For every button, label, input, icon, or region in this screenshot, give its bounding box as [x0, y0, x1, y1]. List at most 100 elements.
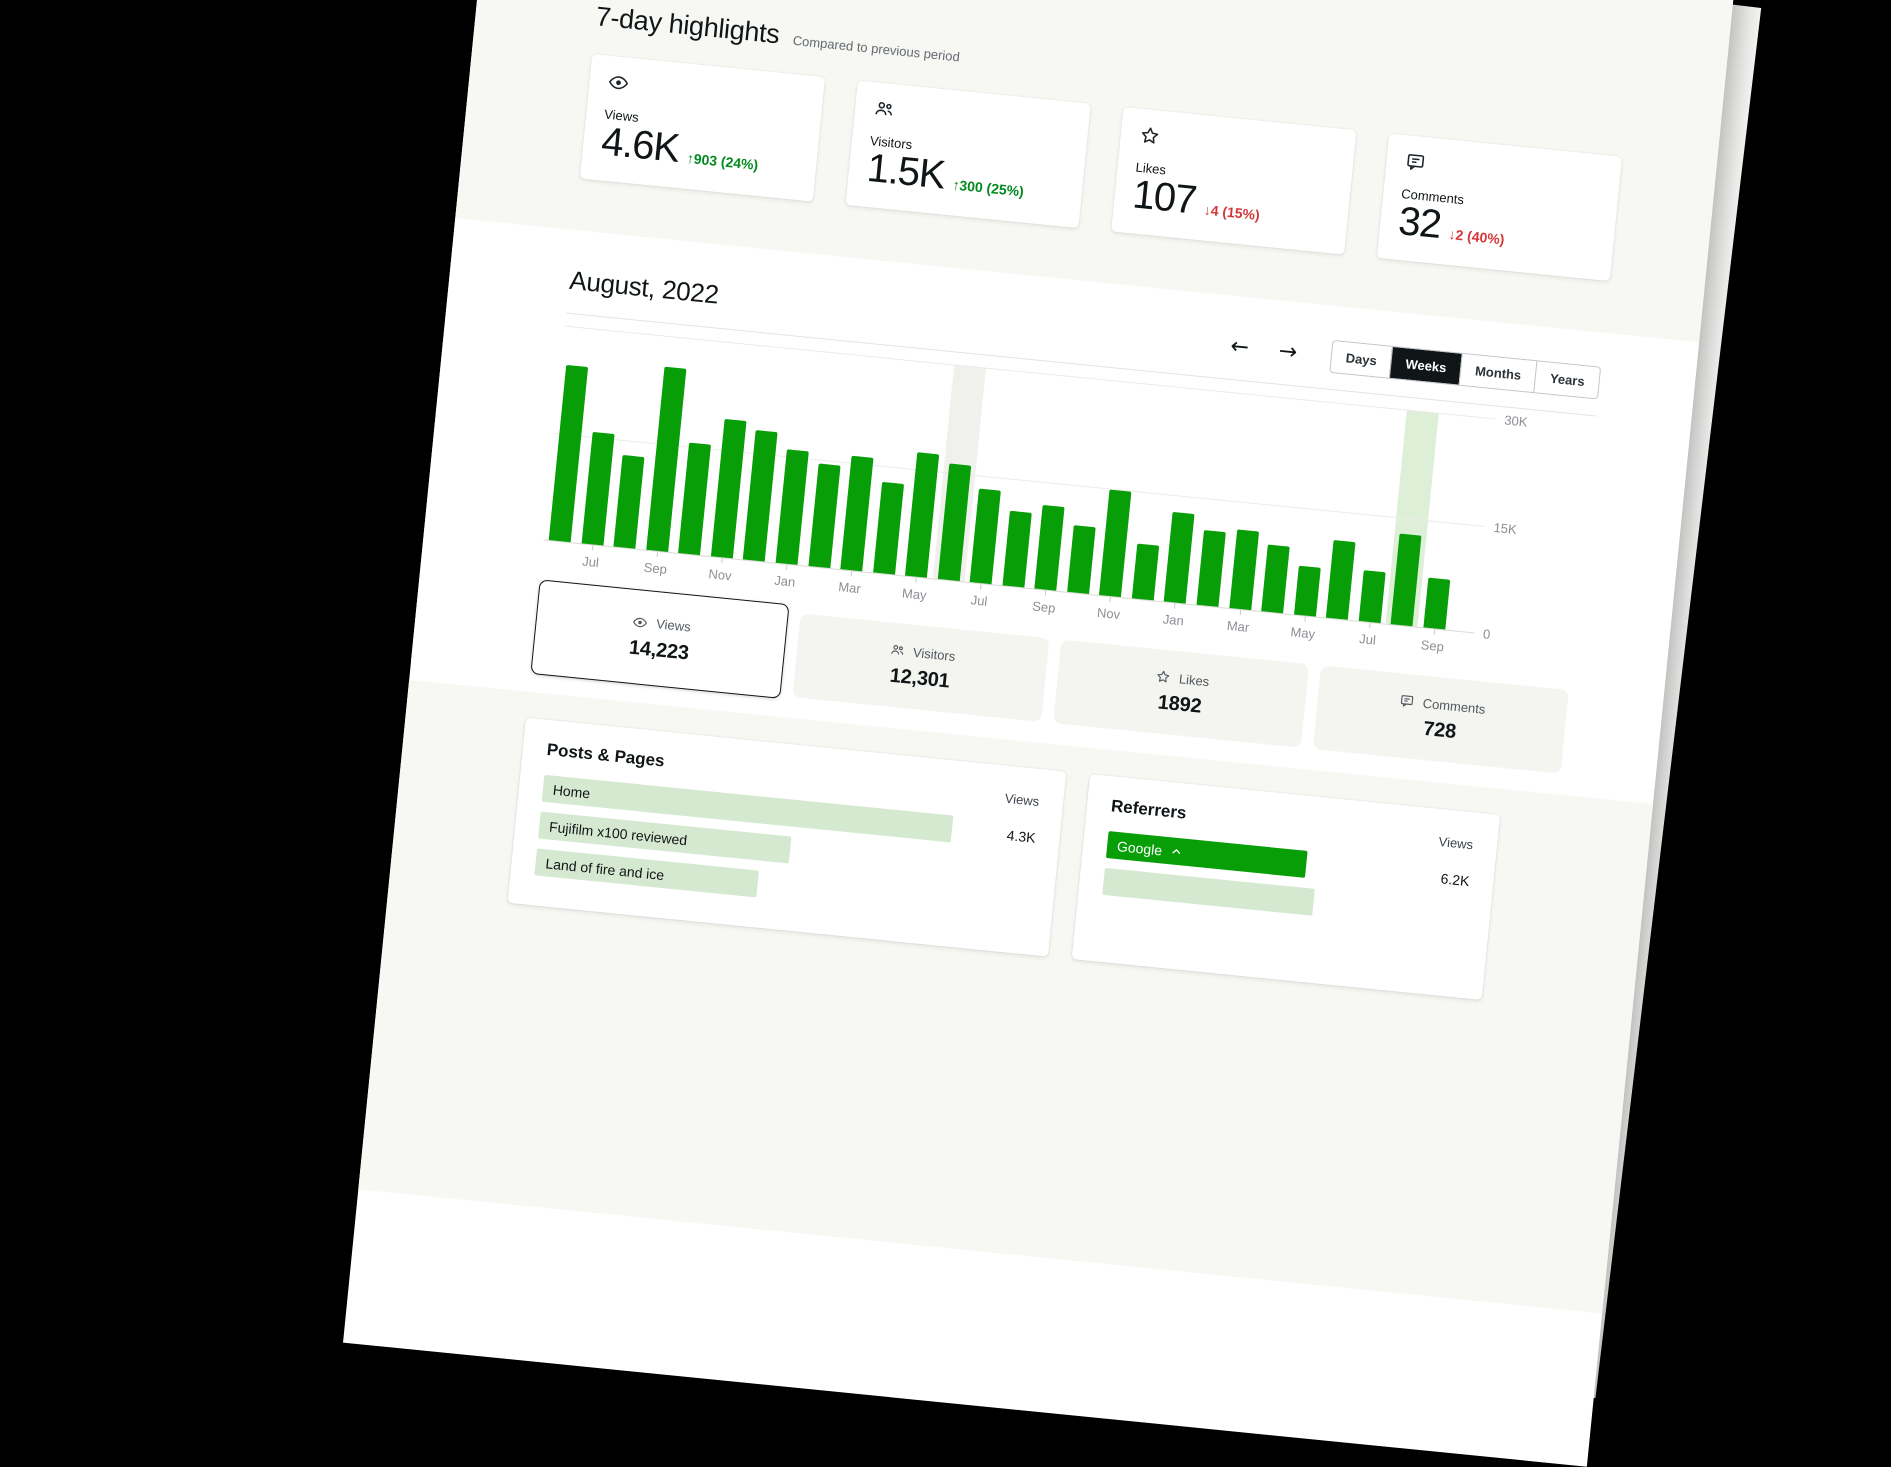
- lists-section: Posts & Pages Views Home 4.3K Fujifilm x10…: [358, 679, 1653, 1314]
- x-axis-tick: [980, 584, 982, 590]
- x-axis-tick: [656, 551, 658, 557]
- chart-bar-11[interactable]: [872, 481, 904, 575]
- x-axis-tick: [1109, 597, 1112, 603]
- star-icon: [1154, 668, 1172, 686]
- x-axis-label-may-11: May: [1289, 624, 1316, 642]
- highlights-section: 7-day highlights Compared to previous pe…: [455, 0, 1736, 343]
- chevron-up-icon[interactable]: [1169, 844, 1183, 858]
- chart-bar-19[interactable]: [1131, 543, 1160, 601]
- chart-bar-6[interactable]: [710, 418, 747, 559]
- stat-card-value: 107: [1130, 172, 1198, 223]
- x-axis-tick: [1368, 622, 1371, 629]
- y-axis-label-0: 0: [1482, 626, 1491, 642]
- stat-card-views: Views 4.6K ↑903 (24%): [579, 53, 826, 202]
- chart-bar-18[interactable]: [1099, 489, 1132, 598]
- x-axis-label-mar-10: Mar: [1226, 617, 1250, 636]
- x-axis-label-sep-7: Sep: [1031, 598, 1057, 616]
- metric-tab-value: 14,223: [628, 636, 690, 664]
- eye-icon: [632, 613, 650, 631]
- chart-bar-9[interactable]: [808, 463, 841, 569]
- list-row-views-value: 4.3K: [1006, 826, 1037, 846]
- referrers-title: Referrers: [1110, 796, 1188, 823]
- x-axis-tick: [785, 564, 788, 570]
- x-axis-label-jul-12: Jul: [1358, 631, 1377, 648]
- stat-card-value: 4.6K: [599, 119, 681, 171]
- stat-card-likes: Likes 107 ↓4 (15%): [1111, 107, 1357, 255]
- list-row-label: Google: [1106, 837, 1433, 885]
- chart-bar-22[interactable]: [1228, 529, 1259, 611]
- chart-bar-25[interactable]: [1326, 540, 1356, 620]
- chart-section: August, 2022 ← → Days Weeks Months Years 30…: [410, 218, 1700, 787]
- chart-bar-14[interactable]: [969, 488, 1002, 585]
- x-axis-tick: [915, 577, 917, 583]
- eye-icon: [606, 71, 630, 95]
- stat-card-visitors: Visitors 1.5K ↑300 (25%): [845, 80, 1091, 229]
- chart-bar-17[interactable]: [1066, 525, 1096, 594]
- posts-pages-card: Posts & Pages Views Home 4.3K Fujifilm x10…: [507, 717, 1067, 957]
- star-icon: [1138, 124, 1162, 148]
- metric-tab-views[interactable]: Views 14,223: [530, 579, 790, 699]
- x-axis-label-jan-9: Jan: [1162, 611, 1185, 629]
- metric-tab-value: 12,301: [888, 664, 951, 693]
- stat-card-value: 1.5K: [865, 145, 947, 198]
- chart-bar-2[interactable]: [581, 431, 615, 546]
- chart-bar-10[interactable]: [840, 455, 874, 572]
- metric-tabstrip: Views 14,223 Visitors 12,301 Likes 1892 Commen…: [530, 579, 1569, 776]
- chart-bar-24[interactable]: [1293, 565, 1321, 617]
- x-axis-tick: [1303, 616, 1306, 622]
- period-nav: ← →: [1225, 333, 1302, 366]
- referrer-row-google[interactable]: Google 6.2K: [1105, 831, 1471, 894]
- x-axis-label-jan-3: Jan: [773, 572, 797, 590]
- chart-bar-3[interactable]: [613, 454, 645, 549]
- chart-bar-1[interactable]: [549, 364, 589, 543]
- stat-card-trend: ↑903 (24%): [686, 149, 759, 173]
- chart-bar-20[interactable]: [1164, 511, 1195, 604]
- metric-tab-label: Comments: [1422, 695, 1487, 717]
- stat-card-trend: ↑300 (25%): [951, 176, 1025, 200]
- x-axis-label-nov-2: Nov: [707, 566, 733, 584]
- chart-bar-26[interactable]: [1358, 570, 1386, 624]
- granularity-weeks-button[interactable]: Weeks: [1389, 346, 1462, 385]
- stat-card-comments: Comments 32 ↓2 (40%): [1376, 133, 1623, 282]
- x-axis-label-may-5: May: [901, 585, 928, 603]
- metric-tab-label: Views: [655, 616, 692, 635]
- y-axis-label-30K: 30K: [1503, 412, 1529, 430]
- metric-tab-value: 728: [1422, 717, 1458, 744]
- chart-bar-28[interactable]: [1423, 577, 1450, 630]
- x-axis-tick: [850, 571, 853, 577]
- x-axis-label-jul-6: Jul: [970, 592, 989, 609]
- granularity-months-button[interactable]: Months: [1458, 353, 1537, 393]
- granularity-switcher: Days Weeks Months Years: [1329, 339, 1602, 400]
- comment-icon: [1398, 692, 1416, 710]
- x-axis-label-nov-8: Nov: [1096, 604, 1121, 623]
- metric-tab-comments[interactable]: Comments 728: [1312, 665, 1569, 774]
- metric-tab-visitors[interactable]: Visitors 12,301: [792, 613, 1049, 722]
- metric-tab-value: 1892: [1156, 691, 1203, 718]
- chart-bar-5[interactable]: [678, 442, 712, 556]
- chart-bar-7[interactable]: [743, 430, 779, 562]
- list-row-views-value: [1458, 917, 1466, 918]
- people-icon: [888, 641, 906, 659]
- highlight-cards: Views 4.6K ↑903 (24%) Visitors 1.5K ↑300 (25%…: [579, 53, 1623, 282]
- chart-bar-15[interactable]: [1002, 510, 1032, 588]
- highlights-subtitle: Compared to previous period: [792, 32, 961, 65]
- posts-views-column-header: Views: [1004, 790, 1040, 810]
- chart-bar-23[interactable]: [1261, 544, 1290, 614]
- stat-card-value: 32: [1396, 198, 1443, 247]
- x-axis-tick: [591, 545, 594, 551]
- chart-bar-16[interactable]: [1034, 504, 1065, 591]
- metric-tab-likes[interactable]: Likes 1892: [1052, 639, 1309, 748]
- granularity-days-button[interactable]: Days: [1330, 340, 1393, 378]
- y-axis-label-15K: 15K: [1492, 519, 1518, 537]
- chart-bar-21[interactable]: [1196, 530, 1226, 607]
- stat-card-trend: ↓4 (15%): [1203, 201, 1261, 223]
- prev-period-button[interactable]: ←: [1225, 333, 1254, 361]
- next-period-button[interactable]: →: [1273, 338, 1302, 366]
- chart-bar-4[interactable]: [646, 366, 687, 552]
- chart-bar-8[interactable]: [775, 449, 809, 565]
- x-axis-label-jul-0: Jul: [581, 553, 600, 571]
- granularity-years-button[interactable]: Years: [1533, 361, 1601, 399]
- x-axis-tick: [721, 558, 723, 564]
- x-axis-tick: [1239, 610, 1241, 616]
- comment-icon: [1404, 150, 1428, 174]
